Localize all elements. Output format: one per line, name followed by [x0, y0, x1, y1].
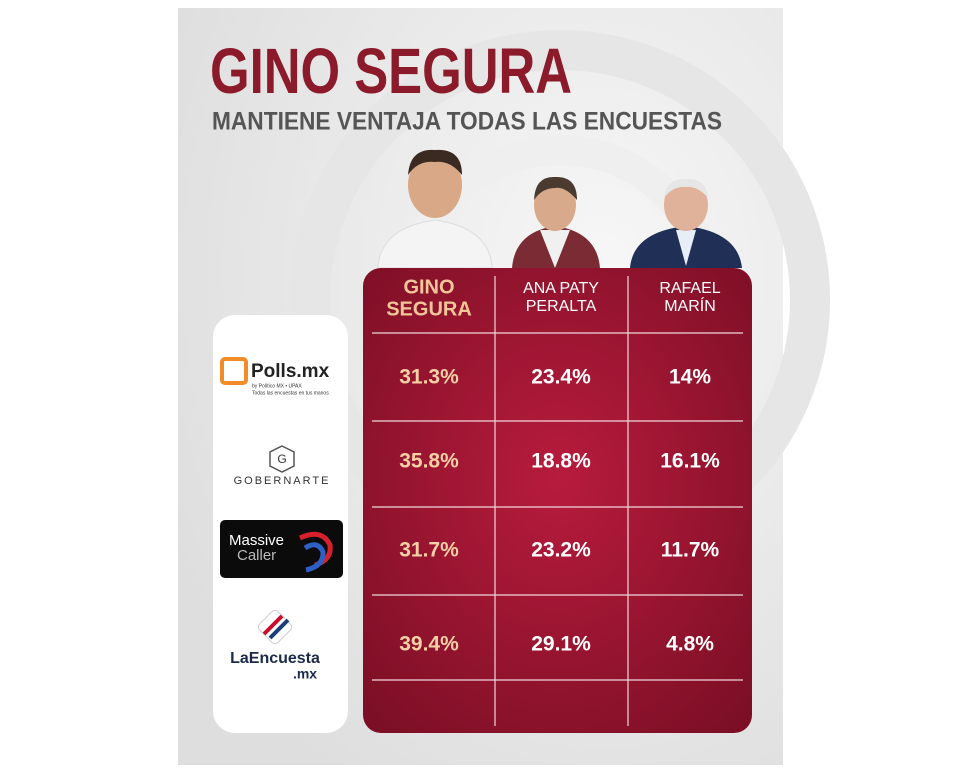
pollster-name: Massive — [229, 532, 284, 549]
candidate-photo — [512, 176, 600, 268]
column-header: ANA PATY — [523, 280, 599, 297]
poll-value: 4.8% — [666, 633, 714, 656]
gobernarte-icon — [269, 445, 295, 473]
poll-value: 35.8% — [399, 450, 459, 473]
poll-value: 31.7% — [399, 539, 459, 562]
subtitle: MANTIENE VENTAJA TODAS LAS ENCUESTAS — [212, 108, 722, 136]
poll-value: 14% — [669, 366, 711, 389]
column-header: RAFAEL — [659, 280, 720, 297]
column-header: PERALTA — [526, 298, 597, 315]
polls-icon — [220, 357, 248, 385]
pollster-byline: by Político MX • UPAX — [252, 383, 302, 389]
massive-caller-mark — [303, 542, 326, 573]
poll-value: 18.8% — [531, 450, 591, 473]
poll-value: 23.2% — [531, 539, 591, 562]
laencuesta-icon — [257, 609, 293, 645]
poll-value: 29.1% — [531, 633, 591, 656]
pollster-name: GOBERNARTE — [234, 475, 331, 487]
title: GINO SEGURA — [210, 35, 572, 107]
pollster-icon-letter: G — [277, 452, 286, 466]
column-header: MARÍN — [664, 296, 716, 315]
pollster-name: Caller — [237, 547, 276, 564]
poll-value: 16.1% — [660, 450, 720, 473]
poll-value: 31.3% — [399, 366, 459, 389]
results-table — [363, 268, 752, 733]
column-header: GINO — [403, 276, 454, 298]
pollster-name: LaEncuesta — [230, 650, 320, 667]
pollster-tagline: Todas las encuestas en tus manos — [252, 390, 329, 396]
column-header: SEGURA — [386, 298, 472, 320]
poll-value: 39.4% — [399, 633, 459, 656]
pollster-suffix: .mx — [293, 666, 317, 682]
pollster-name: Polls.mx — [251, 361, 330, 382]
candidate-photo — [630, 178, 742, 268]
candidate-photo — [377, 149, 493, 269]
poll-value: 11.7% — [661, 539, 720, 562]
poll-value: 23.4% — [531, 366, 591, 389]
